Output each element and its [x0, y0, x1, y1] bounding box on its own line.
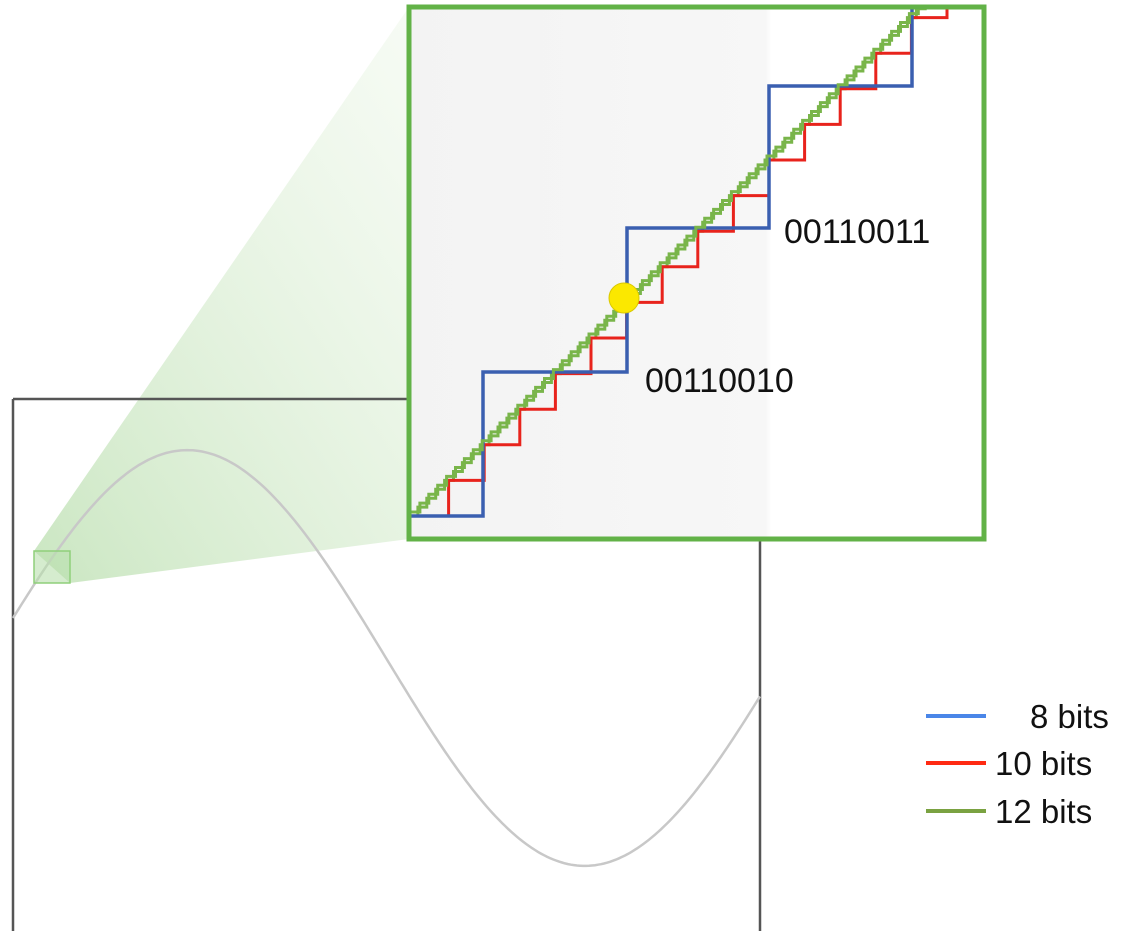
zoom-inset-background — [409, 7, 984, 539]
code-label-00110010: 00110010 — [645, 362, 794, 400]
step-curve-8-bits — [409, 7, 914, 518]
zoom-projection-cone — [34, 7, 409, 583]
step-curve-12-bits-overlay — [411, 7, 920, 514]
zoom-inset-frame — [406, 4, 987, 542]
legend-item-8-bits: 8 bits — [926, 698, 1109, 735]
legend-item-12-bits: 12 bits — [926, 793, 1092, 830]
legend-label-12-bits: 12 bits — [995, 793, 1092, 830]
legend: 8 bits 10 bits 12 bits — [926, 698, 1109, 830]
legend-item-10-bits: 10 bits — [926, 745, 1092, 782]
step-curve-12-bits — [409, 7, 927, 518]
sample-point — [608, 282, 640, 314]
legend-label-10-bits: 10 bits — [995, 745, 1092, 782]
zoom-inset: 00110010 00110011 — [406, 4, 987, 542]
main-plot — [11, 397, 762, 931]
zoom-region-marker — [33, 550, 71, 584]
code-label-00110011: 00110011 — [784, 213, 930, 251]
step-curve-10-bits — [413, 7, 949, 518]
legend-label-8-bits: 8 bits — [1030, 698, 1109, 735]
analog-sine-wave — [11, 448, 762, 868]
